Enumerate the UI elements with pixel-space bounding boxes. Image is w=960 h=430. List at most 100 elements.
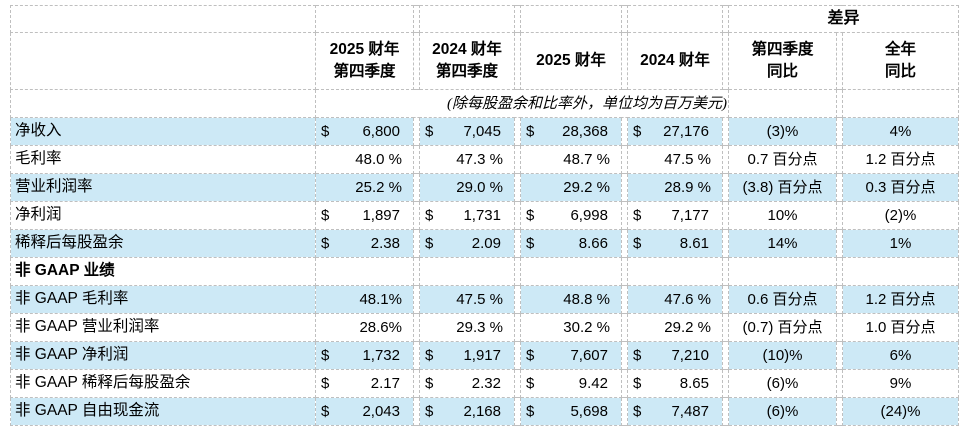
empty-cell (10, 32, 316, 90)
cell-fy25: 30.2 % (520, 313, 622, 342)
currency-symbol: $ (526, 374, 535, 392)
currency-symbol: $ (633, 374, 642, 392)
cell-fyyoy: 1.2 百分点 (841, 145, 960, 174)
table-row: 非 GAAP 营业利润率 28.6% 29.3 % 30.2 % 29.2 % … (10, 313, 960, 342)
currency-symbol: $ (321, 402, 330, 420)
cell-fy24: 28.9 % (627, 173, 723, 202)
empty-cell (627, 5, 723, 33)
cell-fy24: $8.61 (627, 229, 723, 258)
row-label: 非 GAAP 毛利率 (10, 285, 316, 314)
cell-q4fy24: 47.3 % (419, 145, 515, 174)
empty-cell (315, 257, 414, 286)
amount: 7,607 (570, 346, 608, 364)
amount: 2.32 (471, 374, 501, 392)
empty-cell (315, 5, 414, 33)
cell-fy24: $27,176 (627, 117, 723, 146)
cell-q4yoy: 14% (728, 229, 837, 258)
cell-fyyoy: (24)% (841, 397, 960, 426)
cell-q4fy25: $2.17 (315, 369, 414, 398)
money-value: $8.66 (522, 235, 621, 253)
cell-fy24: 47.5 % (627, 145, 723, 174)
empty-cell (627, 257, 723, 286)
amount: 27,176 (663, 122, 709, 140)
col-header-q4fy25: 2025 财年 第四季度 (315, 32, 414, 90)
cell-q4fy24: 29.0 % (419, 173, 515, 202)
cell-q4fy25: 48.1% (315, 285, 414, 314)
table-row: 非 GAAP 稀释后每股盈余 $2.17 $2.32 $9.42 $8.65 (… (10, 369, 960, 398)
currency-symbol: $ (321, 206, 330, 224)
table-row: 非 GAAP 净利润 $1,732 $1,917 $7,607 $7,210 (… (10, 341, 960, 370)
money-value: $1,897 (317, 206, 413, 225)
cell-q4fy24: 47.5 % (419, 285, 515, 314)
money-value: $5,698 (522, 402, 621, 421)
amount: 7,177 (671, 206, 709, 224)
cell-q4yoy: 0.7 百分点 (728, 145, 837, 174)
cell-fy24: $8.65 (627, 369, 723, 398)
cell-q4fy24: $2.09 (419, 229, 515, 258)
currency-symbol: $ (526, 402, 535, 420)
money-value: $28,368 (522, 122, 621, 141)
currency-symbol: $ (425, 234, 434, 252)
section-header-row: 非 GAAP 业绩 (10, 257, 960, 286)
diff-group-row: 差异 (10, 5, 960, 33)
cell-q4fy25: 28.6% (315, 313, 414, 342)
currency-symbol: $ (633, 402, 642, 420)
cell-q4fy24: 29.3 % (419, 313, 515, 342)
empty-cell (841, 89, 960, 118)
cell-fy25: 48.7 % (520, 145, 622, 174)
cell-fy25: 48.8 % (520, 285, 622, 314)
cell-q4fy24: $2.32 (419, 369, 515, 398)
money-value: $7,487 (629, 402, 722, 421)
amount: 6,998 (570, 206, 608, 224)
units-note-row: (除每股盈余和比率外，单位均为百万美元) (10, 89, 960, 118)
cell-fy25: 29.2 % (520, 173, 622, 202)
money-value: $2,043 (317, 402, 413, 421)
cell-q4yoy: (3.8) 百分点 (728, 173, 837, 202)
empty-cell (841, 257, 960, 286)
currency-symbol: $ (321, 234, 330, 252)
cell-q4fy25: $1,732 (315, 341, 414, 370)
currency-symbol: $ (321, 122, 330, 140)
table-row: 净收入 $6,800 $7,045 $28,368 $27,176 (3)% 4… (10, 117, 960, 146)
money-value: $2.32 (421, 374, 514, 393)
cell-q4yoy: (6)% (728, 397, 837, 426)
empty-cell (728, 89, 837, 118)
money-value: $1,732 (317, 346, 413, 365)
row-label: 营业利润率 (10, 173, 316, 202)
row-label: 净收入 (10, 117, 316, 146)
amount: 1,732 (362, 346, 400, 364)
empty-cell (10, 5, 316, 33)
cell-q4yoy: (0.7) 百分点 (728, 313, 837, 342)
amount: 28,368 (562, 122, 608, 140)
cell-fyyoy: 1.2 百分点 (841, 285, 960, 314)
amount: 9.42 (578, 374, 608, 392)
cell-fyyoy: 0.3 百分点 (841, 173, 960, 202)
cell-fy25: $9.42 (520, 369, 622, 398)
currency-symbol: $ (425, 122, 434, 140)
currency-symbol: $ (633, 234, 642, 252)
col-header-fyyoy: 全年 同比 (841, 32, 960, 90)
cell-fyyoy: (2)% (841, 201, 960, 230)
col-header-fy24: 2024 财年 (627, 32, 723, 90)
row-label: 非 GAAP 营业利润率 (10, 313, 316, 342)
cell-fy24: 47.6 % (627, 285, 723, 314)
amount: 1,917 (463, 346, 501, 364)
cell-fy25: $8.66 (520, 229, 622, 258)
money-value: $2.38 (317, 234, 413, 253)
currency-symbol: $ (425, 374, 434, 392)
amount: 6,800 (362, 122, 400, 140)
currency-symbol: $ (425, 402, 434, 420)
col-header-fy25: 2025 财年 (520, 32, 622, 90)
row-label: 稀释后每股盈余 (10, 229, 316, 258)
cell-q4yoy: 10% (728, 201, 837, 230)
cell-q4yoy: (3)% (728, 117, 837, 146)
row-label: 净利润 (10, 201, 316, 230)
amount: 2,168 (463, 402, 501, 420)
cell-fyyoy: 9% (841, 369, 960, 398)
money-value: $2.17 (317, 375, 413, 393)
cell-q4fy24: $1,917 (419, 341, 515, 370)
row-label: 毛利率 (10, 145, 316, 174)
cell-fyyoy: 1% (841, 229, 960, 258)
cell-fy25: $7,607 (520, 341, 622, 370)
currency-symbol: $ (526, 206, 535, 224)
